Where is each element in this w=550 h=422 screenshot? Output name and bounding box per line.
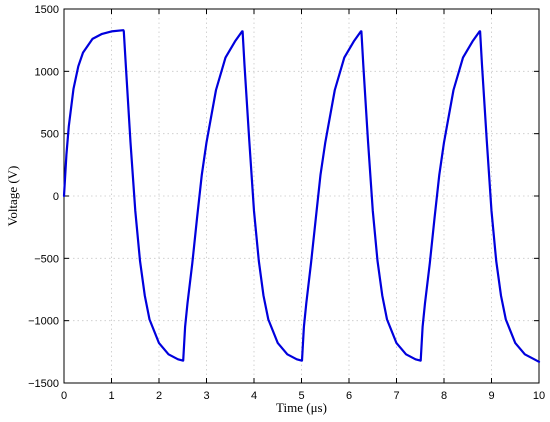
y-tick-labels: −1500 −1000 −500 0 500 1000 1500 [28, 4, 59, 390]
x-tick-label: 0 [61, 390, 67, 402]
series-layer [62, 29, 541, 363]
x-tick-label: 1 [108, 390, 114, 402]
x-tick-label: 10 [533, 390, 545, 402]
x-tick-label: 2 [156, 390, 162, 402]
y-tick-label: −1500 [28, 378, 59, 390]
axis-ticks [63, 8, 540, 384]
series-line [62, 29, 541, 363]
x-tick-label: 8 [441, 390, 447, 402]
y-tick-label: −500 [34, 253, 59, 265]
x-tick-label: 4 [251, 390, 257, 402]
y-tick-label: −1000 [28, 316, 59, 328]
x-tick-label: 3 [203, 390, 209, 402]
y-tick-label: 0 [53, 191, 59, 203]
x-axis-label: Time (μs) [276, 400, 327, 415]
x-tick-label: 9 [488, 390, 494, 402]
x-tick-label: 7 [393, 390, 399, 402]
y-axis-label: Voltage (V) [5, 166, 20, 227]
grid [64, 9, 539, 383]
x-tick-label: 6 [346, 390, 352, 402]
x-tick-labels: 0 1 2 3 4 5 6 7 8 9 10 [61, 390, 545, 402]
y-tick-label: 1500 [35, 4, 59, 16]
y-tick-label: 500 [41, 129, 59, 141]
x-tick-label: 5 [298, 390, 304, 402]
y-tick-label: 1000 [35, 66, 59, 78]
